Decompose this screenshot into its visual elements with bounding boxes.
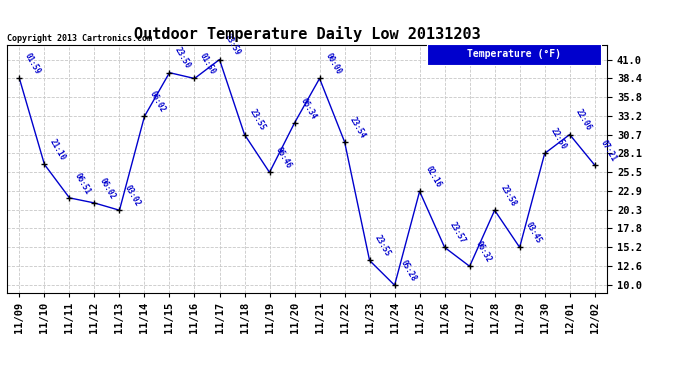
Text: 06:32: 06:32: [473, 240, 493, 264]
Text: 23:54: 23:54: [348, 115, 368, 140]
Text: 01:59: 01:59: [23, 52, 43, 76]
Text: 06:51: 06:51: [73, 171, 92, 196]
Text: 23:59: 23:59: [224, 33, 243, 57]
Text: 06:02: 06:02: [148, 90, 168, 114]
Title: Outdoor Temperature Daily Low 20131203: Outdoor Temperature Daily Low 20131203: [134, 27, 480, 42]
Text: 01:50: 01:50: [198, 52, 217, 76]
Text: 23:55: 23:55: [248, 108, 268, 132]
Text: 23:55: 23:55: [373, 234, 393, 258]
Text: 23:50: 23:50: [173, 46, 193, 70]
Text: 06:02: 06:02: [98, 176, 117, 201]
Text: 03:45: 03:45: [524, 220, 543, 245]
Text: 23:58: 23:58: [498, 183, 518, 208]
Text: 22:50: 22:50: [549, 127, 568, 151]
Text: Copyright 2013 Cartronics.com: Copyright 2013 Cartronics.com: [7, 33, 152, 42]
Text: 06:46: 06:46: [273, 146, 293, 170]
Text: 02:16: 02:16: [424, 165, 443, 189]
Text: 00:00: 00:00: [324, 52, 343, 76]
Text: 21:10: 21:10: [48, 138, 68, 162]
Text: 06:34: 06:34: [298, 96, 317, 121]
Text: 22:06: 22:06: [573, 108, 593, 132]
Text: 07:21: 07:21: [598, 138, 618, 163]
Text: 23:57: 23:57: [448, 220, 468, 245]
Text: 05:28: 05:28: [398, 258, 417, 283]
Text: 03:02: 03:02: [124, 183, 143, 208]
